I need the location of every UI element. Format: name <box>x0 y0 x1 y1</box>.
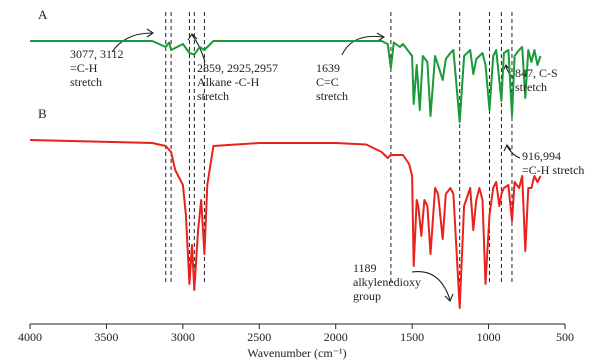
annotation: stretch <box>515 80 547 94</box>
x-tick-label: 500 <box>556 330 574 344</box>
spectrum <box>29 139 542 309</box>
x-tick-label: 2500 <box>247 330 271 344</box>
annotation: stretch <box>197 89 229 103</box>
annotation: stretch <box>70 75 102 89</box>
annotation: group <box>353 289 381 303</box>
arrow <box>411 271 454 302</box>
annotation: C=C <box>316 75 339 89</box>
annotation: 1639 <box>316 61 340 75</box>
x-tick-label: 3000 <box>171 330 195 344</box>
annotation: =C-H stretch <box>522 163 584 177</box>
annotation: 3077, 3112 <box>70 47 124 61</box>
arrow <box>111 28 154 53</box>
annotation: =C-H <box>70 61 98 75</box>
arrow <box>341 32 386 56</box>
x-tick-label: 1500 <box>400 330 424 344</box>
annotation: stretch <box>316 89 348 103</box>
x-tick-label: 2000 <box>324 330 348 344</box>
arrow <box>503 143 521 159</box>
series-label: B <box>38 106 47 121</box>
annotation: Alkane -C-H <box>197 75 260 89</box>
spectrum <box>30 40 542 123</box>
x-tick-label: 1000 <box>477 330 501 344</box>
annotation: 847, C-S <box>515 66 558 80</box>
annotation: 2859, 2925,2957 <box>197 61 278 75</box>
annotation: 1189 <box>353 261 377 275</box>
annotation: 916,994 <box>522 149 561 163</box>
x-tick-label: 3500 <box>94 330 118 344</box>
series-label: A <box>38 7 48 22</box>
x-axis-label: Wavenumber (cm⁻¹) <box>247 346 346 360</box>
annotation: alkylenedioxy <box>353 275 421 289</box>
x-tick-label: 4000 <box>18 330 42 344</box>
